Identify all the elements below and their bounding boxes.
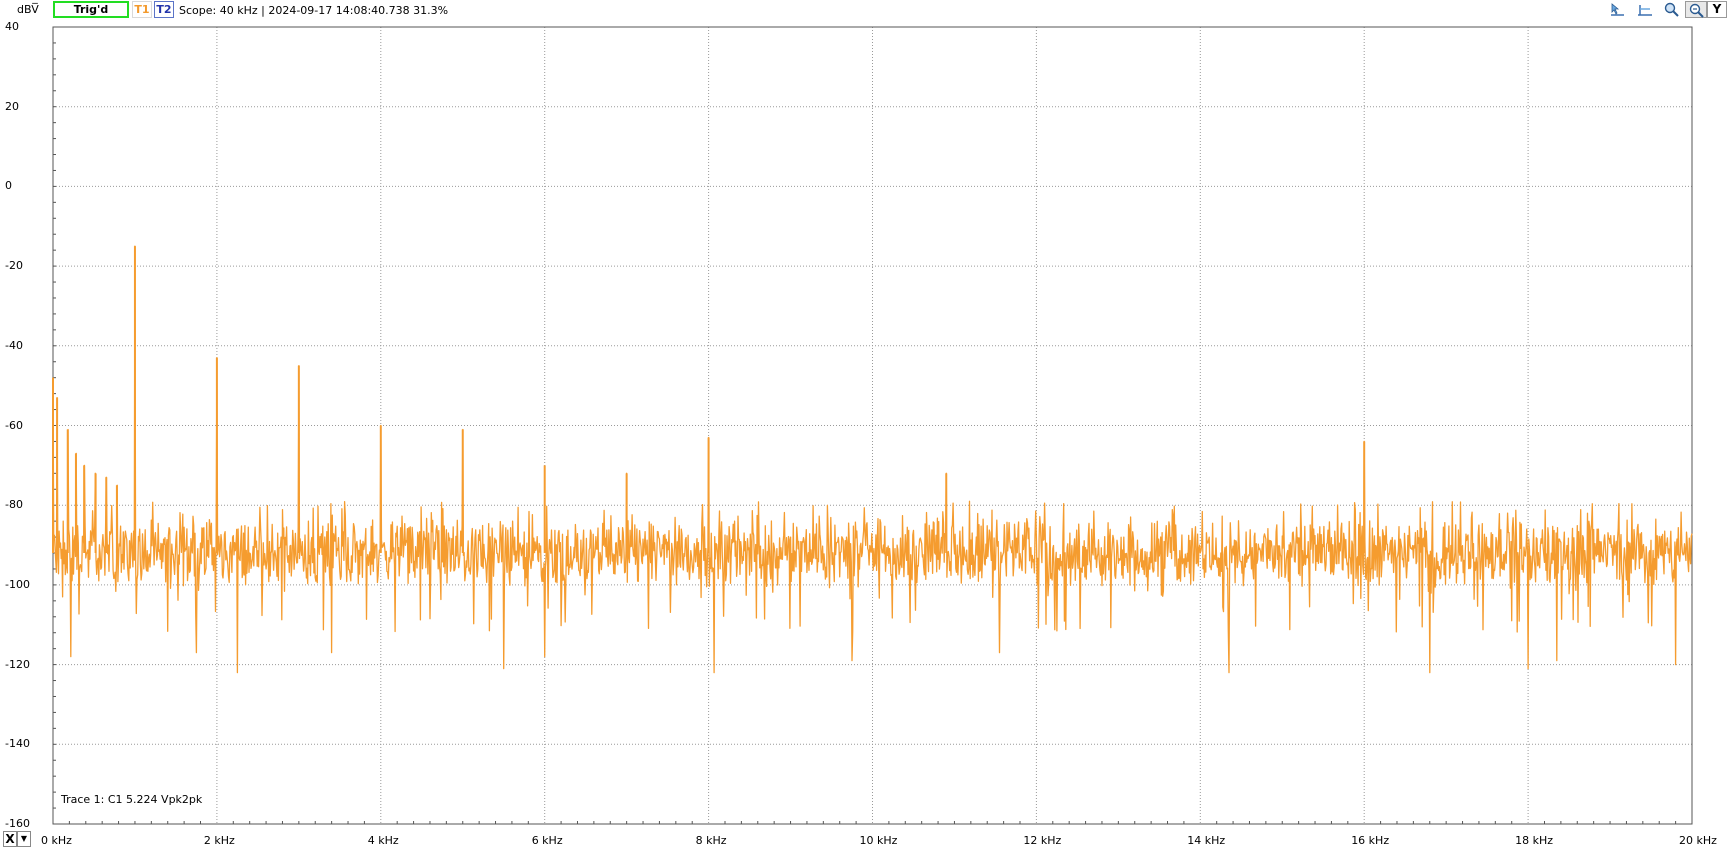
y-tick-label: -80	[5, 498, 23, 512]
x-tick-label: 4 kHz	[367, 834, 399, 847]
zoom-fit-icon	[1689, 3, 1704, 18]
trace-1-toggle[interactable]: T1	[132, 1, 152, 18]
y-unit-label: dBV̅	[17, 3, 39, 16]
x-axis-menu-button[interactable]: X	[3, 831, 17, 847]
y-tick-label: -40	[5, 338, 23, 352]
y-axis-menu-button[interactable]: Y	[1707, 1, 1727, 18]
y-tick-label: -20	[5, 259, 23, 273]
trigger-status-button[interactable]: Trig'd	[53, 1, 129, 18]
cursor-marker-icon	[1611, 3, 1624, 16]
x-tick-label: 10 kHz	[859, 834, 898, 847]
zoom-fit-button[interactable]	[1685, 1, 1707, 18]
trace-2-toggle[interactable]: T2	[154, 1, 174, 18]
y-tick-label: 0	[5, 179, 12, 193]
cursor-marker-button[interactable]	[1606, 1, 1628, 18]
chevron-down-icon: ▼	[20, 834, 28, 843]
y-tick-label: 20	[5, 99, 19, 113]
y-tick-label: -100	[5, 577, 30, 591]
x-tick-label: 20 kHz	[1679, 834, 1717, 847]
zoom-button[interactable]	[1661, 1, 1683, 18]
x-tick-label: 18 kHz	[1515, 834, 1554, 847]
trace-1-path	[52, 245, 1693, 674]
x-tick-label: 14 kHz	[1187, 834, 1226, 847]
scope-info-text: Scope: 40 kHz | 2024-09-17 14:08:40.738 …	[179, 4, 449, 17]
y-tick-label: -140	[5, 737, 30, 751]
trace-info-text: Trace 1: C1 5.224 Vpk2pk	[61, 793, 203, 806]
horizontal-marker-button[interactable]	[1634, 1, 1656, 18]
x-axis-dropdown-button[interactable]: ▼	[17, 831, 31, 847]
x-tick-label: 12 kHz	[1023, 834, 1062, 847]
x-tick-label: 6 kHz	[531, 834, 563, 847]
x-tick-label: 2 kHz	[203, 834, 235, 847]
y-tick-label: -60	[5, 418, 23, 432]
zoom-icon	[1664, 2, 1679, 17]
y-tick-label: -160	[5, 817, 30, 830]
y-tick-label: 40	[5, 20, 19, 33]
toolbar: dBV̅ Trig'd T1 T2 Scope: 40 kHz | 2024-0…	[0, 0, 1729, 22]
x-tick-label: 0 kHz	[41, 834, 72, 847]
x-tick-label: 8 kHz	[695, 834, 727, 847]
x-tick-label: 16 kHz	[1351, 834, 1390, 847]
horizontal-marker-icon	[1638, 5, 1652, 16]
y-tick-label: -120	[5, 657, 30, 671]
trace-1-line	[52, 245, 1693, 674]
